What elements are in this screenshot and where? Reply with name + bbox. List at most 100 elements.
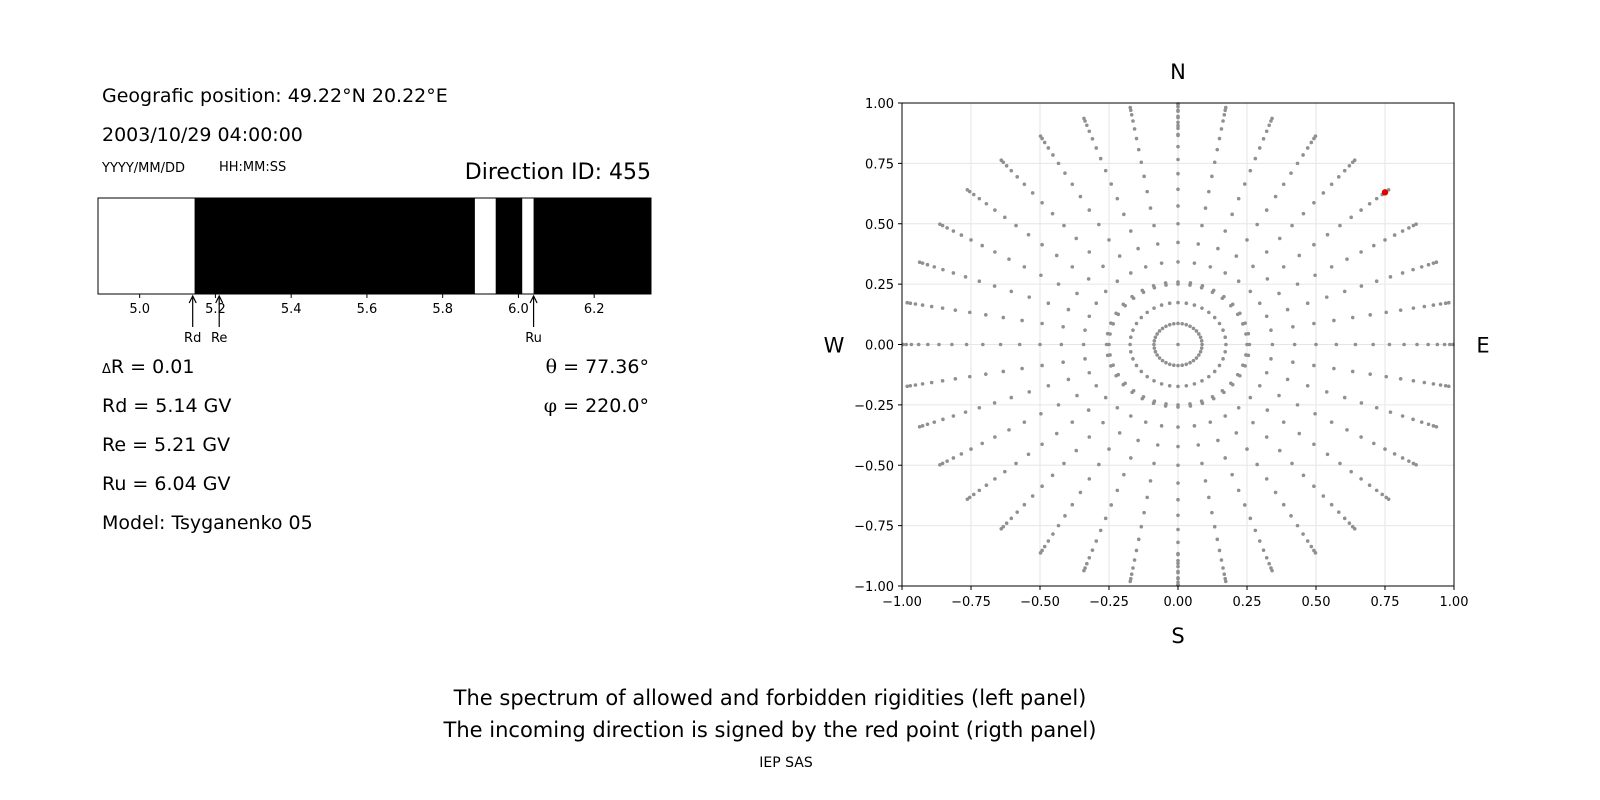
grid-point <box>1155 332 1159 336</box>
grid-point <box>1062 461 1066 466</box>
grid-point <box>1207 374 1211 379</box>
footer-label: IEP SAS <box>759 755 813 771</box>
grid-point <box>1087 129 1092 134</box>
grid-point <box>1027 295 1032 299</box>
grid-point <box>1368 313 1372 317</box>
grid-point <box>1051 153 1055 157</box>
grid-point <box>1264 250 1269 254</box>
grid-point <box>1176 481 1180 485</box>
grid-point <box>1207 189 1211 194</box>
grid-point <box>1234 431 1239 435</box>
grid-point <box>1332 366 1336 371</box>
grid-point <box>1176 558 1180 563</box>
grid-point <box>1301 211 1306 216</box>
grid-point <box>1208 265 1213 269</box>
grid-point <box>1129 112 1134 117</box>
grid-point <box>1131 328 1135 332</box>
grid-point <box>969 447 973 451</box>
grid-point <box>1176 564 1180 569</box>
grid-point <box>1426 342 1430 347</box>
grid-point <box>1007 428 1011 432</box>
grid-point <box>1242 182 1247 186</box>
grid-point <box>1009 168 1014 173</box>
grid-point <box>1059 342 1064 347</box>
grid-point <box>1200 379 1204 383</box>
grid-point <box>920 382 925 386</box>
grid-point <box>1414 462 1418 467</box>
grid-point <box>1194 356 1199 360</box>
grid-point <box>1367 202 1372 206</box>
rigidity-spectrum-chart: 5.0 5.2 5.4 5.6 5.8 6.0 6.2 Rd Re Ru <box>97 197 652 346</box>
grid-point <box>1152 223 1156 228</box>
grid-point <box>1312 484 1316 489</box>
grid-point <box>1157 356 1162 360</box>
grid-point <box>1270 568 1274 573</box>
grid-point <box>1415 342 1419 347</box>
grid-point <box>977 196 982 201</box>
grid-point <box>1087 314 1092 319</box>
grid-point <box>1143 265 1148 269</box>
grid-point <box>938 222 942 227</box>
grid-point <box>1176 513 1180 518</box>
grid-point <box>1081 342 1086 347</box>
geographic-position: Geografic position: 49.22°N 20.22°E <box>102 85 448 107</box>
grid-point <box>1248 516 1253 521</box>
grid-point <box>1176 144 1180 149</box>
grid-point <box>1229 381 1233 386</box>
grid-point <box>1131 119 1135 123</box>
grid-point <box>1313 134 1318 138</box>
grid-point <box>1291 360 1295 365</box>
x-tick-label: 0.50 <box>1302 595 1331 610</box>
grid-point <box>1143 420 1148 424</box>
grid-point <box>1309 140 1314 145</box>
grid-point <box>1152 339 1157 343</box>
grid-point <box>1400 271 1405 275</box>
grid-point <box>1129 414 1133 418</box>
grid-point <box>1371 342 1375 347</box>
grid-point <box>1329 420 1334 424</box>
grid-point <box>1082 568 1086 573</box>
grid-point <box>1192 261 1197 265</box>
grid-point <box>1277 236 1282 241</box>
grid-point <box>1192 424 1197 428</box>
grid-point <box>938 462 942 467</box>
grid-point <box>1152 342 1156 347</box>
grid-point <box>1236 196 1241 201</box>
grid-point <box>1289 514 1293 518</box>
allowed-band <box>474 198 496 294</box>
grid-point <box>1134 321 1139 326</box>
grid-point <box>1392 233 1397 237</box>
grid-point <box>1134 136 1139 141</box>
grid-point <box>971 492 976 497</box>
grid-point <box>1134 548 1139 553</box>
grid-point <box>1111 322 1115 326</box>
grid-point <box>905 300 910 305</box>
grid-point <box>1097 462 1101 467</box>
grid-point <box>1180 321 1184 326</box>
grid-point <box>1223 229 1227 233</box>
grid-point <box>1414 222 1418 227</box>
grid-point <box>1338 461 1342 466</box>
grid-point <box>1398 377 1403 381</box>
grid-point <box>1176 463 1180 468</box>
grid-point <box>1101 420 1105 425</box>
grid-point <box>1215 147 1220 152</box>
grid-point <box>1164 402 1168 406</box>
grid-point <box>1374 488 1379 493</box>
grid-point <box>1134 363 1139 368</box>
theta-value: θ = 77.36° <box>546 356 649 378</box>
grid-point <box>1056 523 1061 528</box>
grid-point <box>1313 551 1318 555</box>
grid-point <box>1176 561 1180 566</box>
grid-point <box>1411 306 1416 310</box>
grid-point <box>1164 324 1168 329</box>
grid-point <box>1292 342 1297 347</box>
grid-point <box>1217 321 1222 326</box>
grid-point <box>1329 502 1334 507</box>
grid-point <box>1295 523 1300 528</box>
grid-point <box>1160 358 1165 363</box>
grid-point <box>1176 300 1180 305</box>
grid-point <box>1235 372 1240 377</box>
grid-point <box>1216 438 1220 443</box>
grid-point <box>1109 503 1114 507</box>
